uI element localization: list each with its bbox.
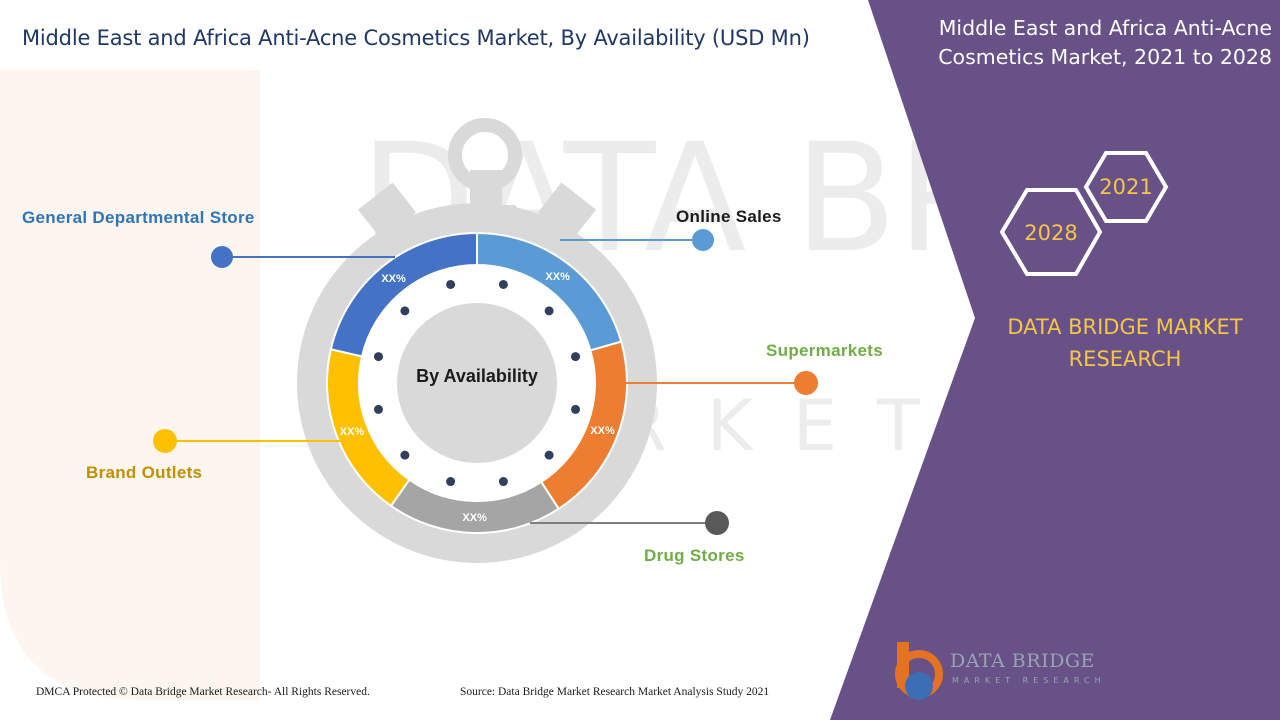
year-2028-label: 2028 [1024,221,1077,245]
footer-copyright: DMCA Protected © Data Bridge Market Rese… [36,686,370,698]
dial-dot [373,352,383,362]
segment-value-label-supermarkets: XX% [590,425,615,437]
dial-dot [498,477,508,487]
marker-online-sales [692,229,714,251]
dial-dot [373,404,383,414]
watermark-logo-shape [0,70,260,700]
dial-dot [498,279,508,289]
center-disc [397,303,557,463]
category-label-drug-stores: Drug Stores [644,546,745,565]
segment-value-label-brand-outlets: XX% [340,426,365,438]
dial-dot [446,477,456,487]
data-bridge-logo-icon [895,642,943,700]
donut-chart: XX% XX% XX% XX% XX% [326,231,628,534]
segment-value-label-online-sales: XX% [545,271,570,283]
side-panel-title-line2: Cosmetics Market, 2021 to 2028 [938,45,1272,69]
marker-brand-outlets [153,429,177,453]
category-label-online-sales: Online Sales [676,207,782,226]
hexagon-2021 [1083,151,1169,223]
dial-dot [400,306,410,316]
brand-name: DATA BRIDGE MARKET RESEARCH [985,311,1265,375]
year-badges: 2021 2028 [999,151,1169,276]
footer-source: Source: Data Bridge Market Research Mark… [460,686,770,698]
category-label-brand-outlets: Brand Outlets [86,463,203,482]
stopwatch-right-button [537,182,597,240]
marker-supermarkets [794,371,818,395]
dial-dot [544,450,554,460]
marker-drug-stores [705,511,729,535]
hexagon-2028 [999,188,1103,276]
dial-dots [373,279,581,487]
segment-value-label-general-departmental-store: XX% [381,273,406,285]
year-2021-label: 2021 [1099,175,1152,199]
dial-dot [571,352,581,362]
dial-dot [400,450,410,460]
category-label-supermarkets: Supermarkets [766,341,883,360]
segment-value-label-drug-stores: XX% [462,512,487,524]
category-label-general-departmental-store: General Departmental Store [22,208,255,227]
dial-dot [544,306,554,316]
brand-line1: DATA BRIDGE MARKET [1007,315,1243,339]
logo-tagline: MARKET RESEARCH [952,676,1106,685]
chart-title: Middle East and Africa Anti-Acne Cosmeti… [22,26,810,50]
center-label: By Availability [416,366,538,386]
dial-dot [446,279,456,289]
dial-dot [571,404,581,414]
stopwatch-left-button [357,182,417,240]
side-panel-title: Middle East and Africa Anti-Acne Cosmeti… [900,14,1272,72]
leader-lines [153,229,818,535]
side-panel [830,0,1280,720]
brand-line2: RESEARCH [1068,347,1182,371]
marker-general-departmental-store [211,246,233,268]
logo-globe [905,672,933,700]
side-panel-title-line1: Middle East and Africa Anti-Acne [938,16,1272,40]
logo-name: DATA BRIDGE [950,650,1095,672]
